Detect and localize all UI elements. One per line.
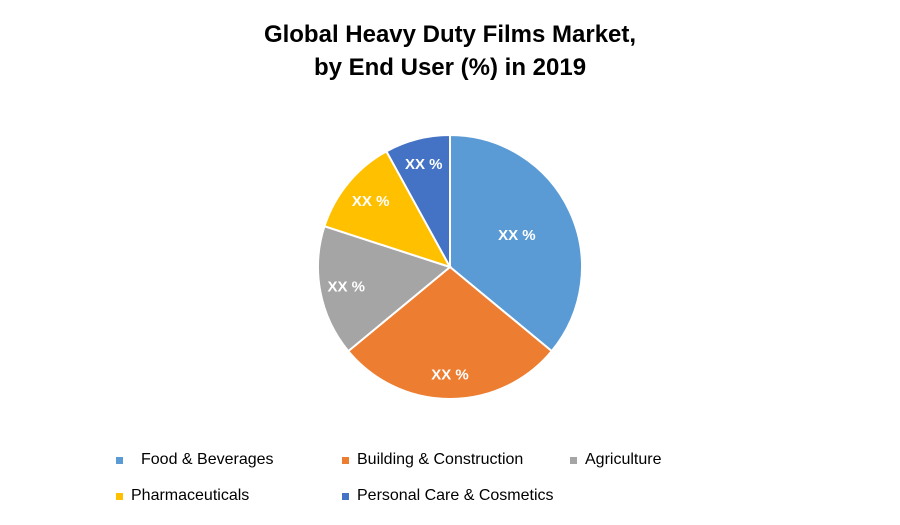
chart-title-line-1: Global Heavy Duty Films Market,	[263, 21, 637, 48]
data-label-pharmaceuticals: XX %	[352, 193, 390, 210]
pie-slice-pharmaceuticals	[323, 149, 453, 269]
pie-data-labels: XX % XX % XX % XX % XX %	[328, 156, 536, 384]
chart-title-line-2: by End User (%) in 2019	[313, 54, 587, 81]
pie-slice-food-beverages	[449, 133, 583, 353]
data-label-building-construction: XX %	[431, 367, 469, 384]
pie-slices	[317, 133, 583, 400]
data-label-food-beverages: XX %	[498, 227, 536, 244]
pie-slice-personal-care-cosmetics	[385, 133, 451, 268]
data-label-agriculture: XX %	[328, 278, 366, 295]
data-label-personal-care-cosmetics: XX %	[405, 156, 443, 173]
pie-slice-agriculture	[317, 224, 453, 353]
chart-title: Global Heavy Duty Films Market, by End U…	[0, 18, 900, 84]
pie-slice-building-construction	[346, 265, 554, 400]
